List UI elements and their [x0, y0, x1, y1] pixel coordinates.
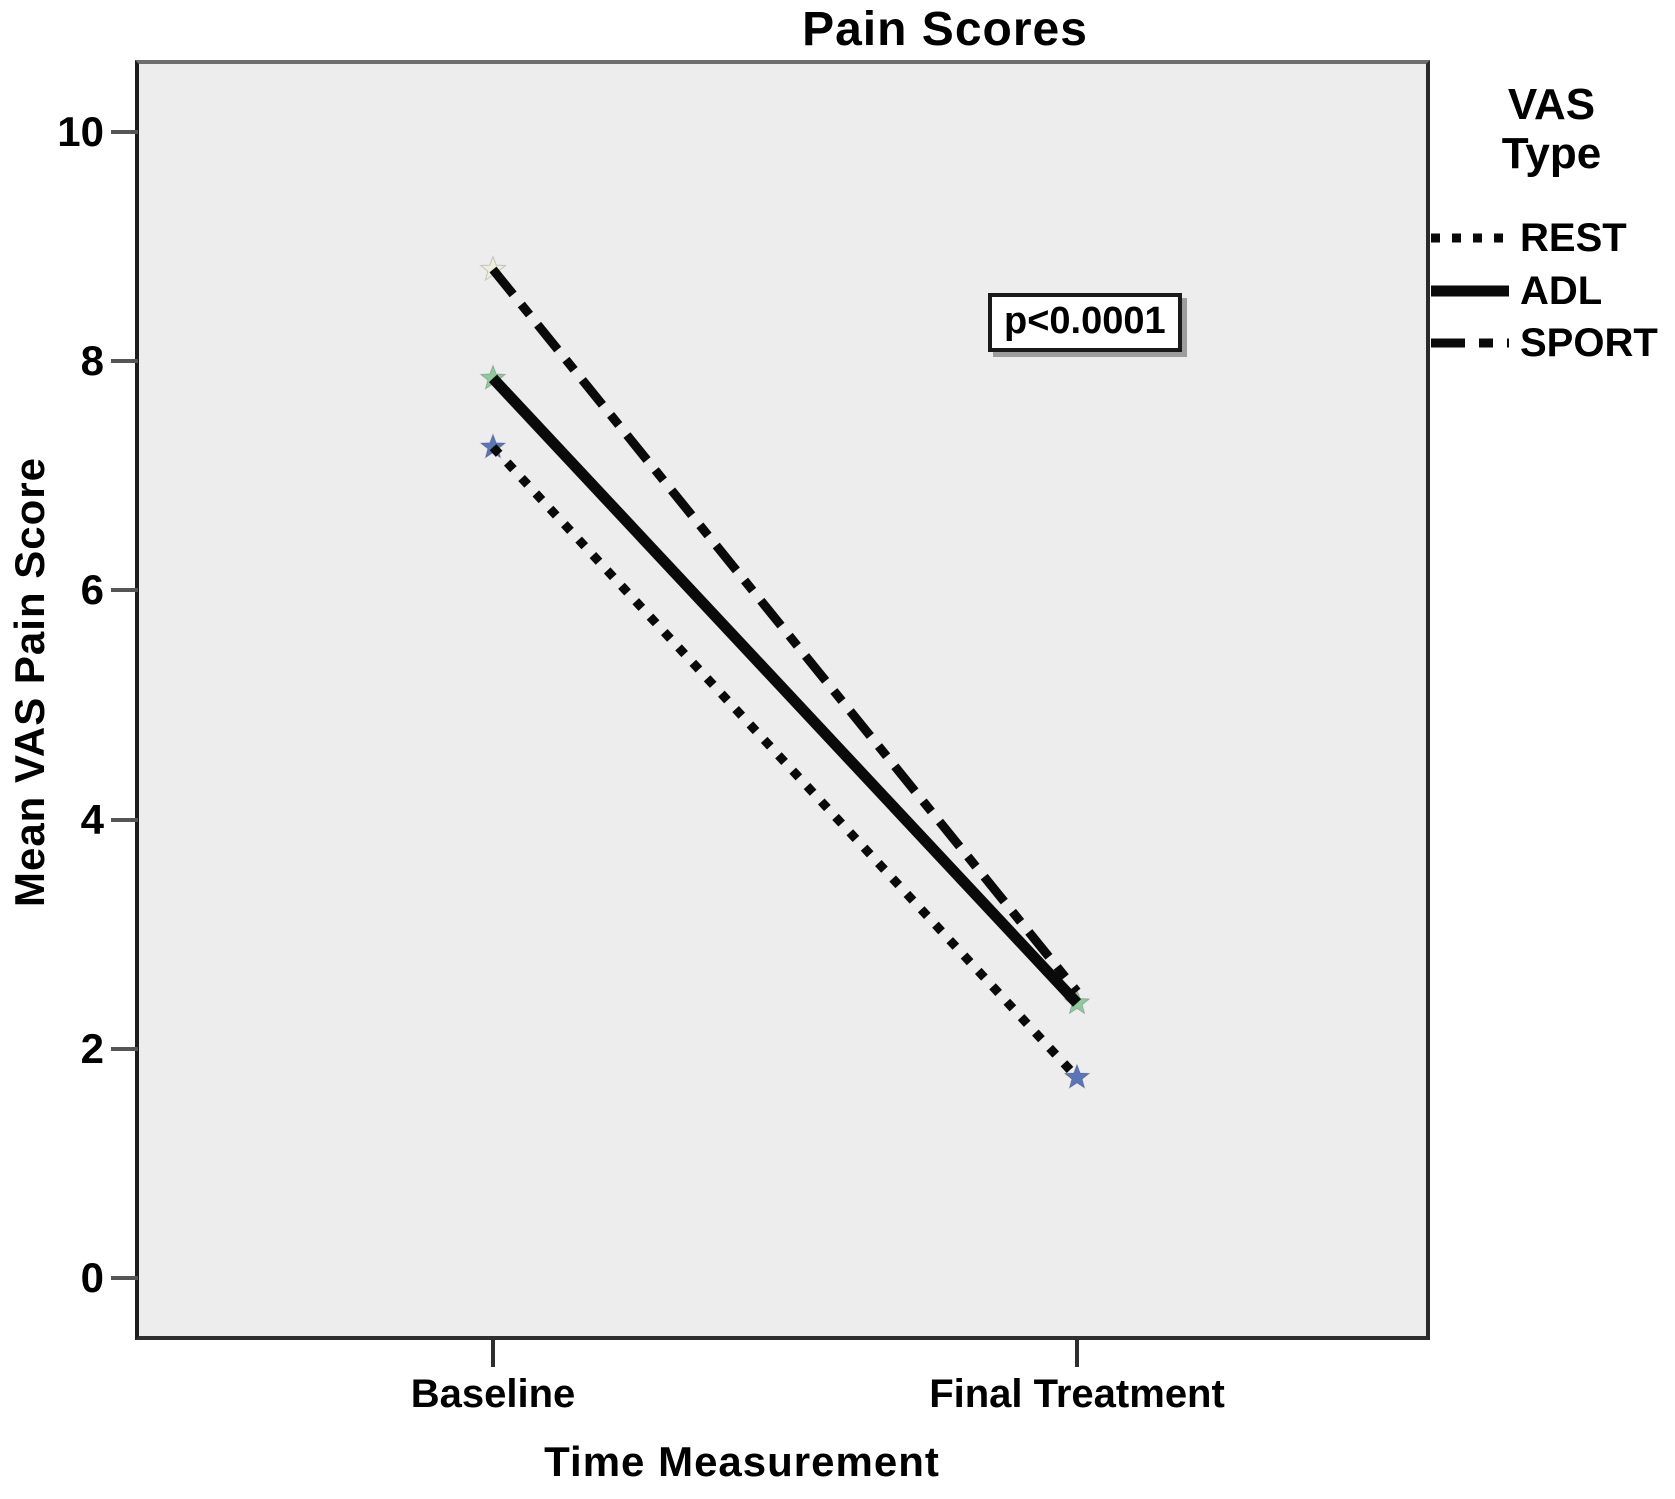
legend-title: VAS Type [1428, 80, 1675, 179]
legend-item-rest: REST [1428, 216, 1627, 260]
legend-item-adl: ADL [1428, 269, 1602, 313]
y-tick-mark-0 [111, 1276, 138, 1280]
legend-title-line2: Type [1501, 129, 1602, 179]
series-line-sport [489, 266, 1081, 995]
x-tick-mark-final-treatment [1075, 1340, 1079, 1367]
y-tick-label-0: 0 [80, 1254, 104, 1301]
plot-area [135, 60, 1430, 1340]
y-tick-label-8: 8 [80, 337, 104, 385]
x-tick-label-final-treatment: Final Treatment [929, 1372, 1225, 1416]
y-tick-label-4: 4 [80, 795, 104, 843]
y-tick-mark-6 [111, 588, 138, 593]
plot-canvas [479, 255, 1091, 1090]
series-sport [479, 255, 1081, 995]
x-axis-title: Time Measurement [544, 1438, 940, 1485]
data-point-rest-0 [479, 432, 507, 459]
legend-label-rest: REST [1520, 215, 1627, 260]
series-adl [479, 363, 1091, 1015]
series-line-rest [489, 444, 1081, 1081]
sport-dashed-line-swatch [1431, 338, 1509, 348]
y-tick-label-2: 2 [80, 1024, 104, 1072]
legend-label-adl: ADL [1520, 268, 1603, 313]
data-point-rest-1 [1063, 1063, 1091, 1090]
legend-label-sport: SPORT [1520, 320, 1658, 365]
legend-item-sport: SPORT [1428, 321, 1658, 365]
chart-title: Pain Scores [802, 3, 1088, 56]
y-tick-mark-10 [111, 130, 138, 134]
y-tick-label-6: 6 [80, 566, 104, 614]
x-tick-label-baseline: Baseline [410, 1372, 576, 1416]
legend: VAS Type REST ADL SPORT [1428, 80, 1675, 365]
y-tick-mark-8 [111, 359, 138, 364]
series-rest [479, 432, 1091, 1090]
legend-title-line1: VAS [1507, 80, 1596, 129]
x-tick-mark-baseline [491, 1340, 495, 1367]
series-line-adl [488, 374, 1082, 1007]
adl-solid-line-swatch [1431, 285, 1509, 297]
p-value-annotation: p<0.0001 [988, 293, 1182, 352]
rest-dotted-line-swatch [1431, 233, 1509, 243]
y-tick-label-10: 10 [57, 108, 104, 155]
y-tick-mark-2 [111, 1046, 138, 1051]
y-tick-mark-4 [111, 817, 138, 822]
